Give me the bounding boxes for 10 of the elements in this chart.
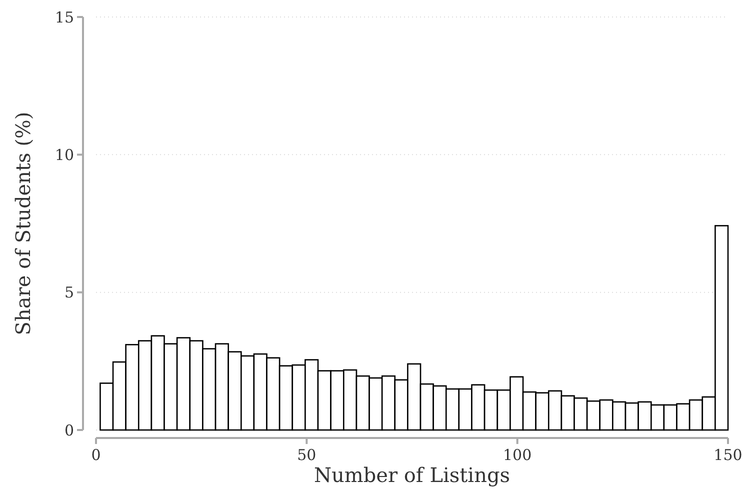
x-tick-label: 50 [297,446,316,464]
y-tick-label: 15 [54,8,74,26]
x-axis-title: Number of Listings [314,463,510,487]
x-tick-label: 0 [91,446,101,464]
y-axis-title: Share of Students (%) [11,112,35,336]
y-tick-label: 10 [54,146,74,164]
y-tick-label: 5 [64,284,74,302]
y-tick-label: 0 [64,421,74,440]
x-tick-label: 100 [503,446,532,464]
x-tick-label: 150 [714,446,742,464]
